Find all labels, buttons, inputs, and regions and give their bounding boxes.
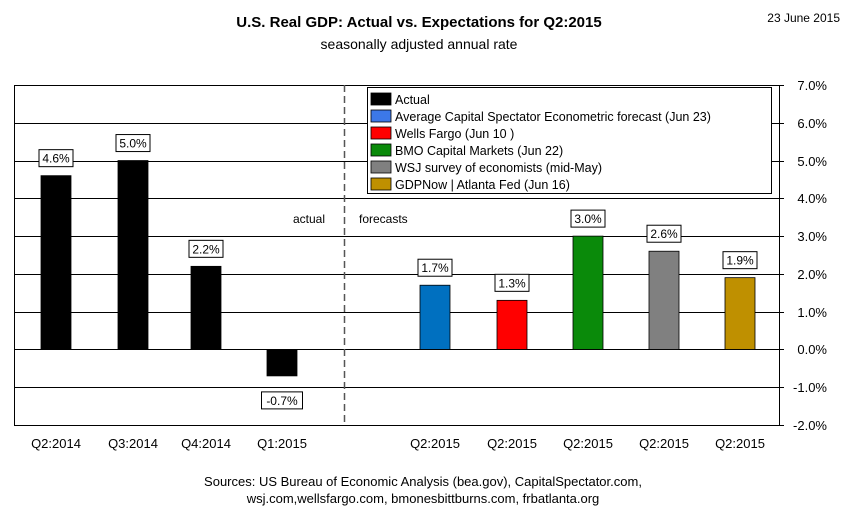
legend-swatch [370,143,392,157]
legend-swatch [370,126,392,140]
chart-subtitle: seasonally adjusted annual rate [320,36,518,52]
bar [40,175,72,350]
data-label: 1.9% [722,251,758,270]
bar [572,235,604,350]
data-label-text: 1.9% [726,254,754,268]
y-tick-label: 4.0% [797,191,827,206]
chart-title: U.S. Real GDP: Actual vs. Expectations f… [236,14,602,31]
source-line-1: Sources: US Bureau of Economic Analysis … [204,474,642,489]
data-label-box [261,391,303,410]
data-label-text: 1.7% [421,261,449,275]
source-line-2: wsj.com,wellsfargo.com, bmonesbittburns.… [246,491,600,506]
plot-area [14,85,780,426]
data-label-text: 1.3% [498,276,526,290]
bar [190,265,222,350]
data-label: -0.7% [261,391,303,410]
legend-swatch [370,177,392,191]
data-label-text: 4.6% [42,152,70,166]
data-label: 1.3% [494,273,530,292]
bar [419,284,451,350]
y-tick-label: 1.0% [797,305,827,320]
y-tick-label: -1.0% [793,380,827,395]
legend-swatch [370,109,392,123]
annotation-forecasts: forecasts [359,212,408,226]
legend-label: BMO Capital Markets (Jun 22) [395,144,563,158]
data-label: 5.0% [115,134,151,153]
data-label-box [115,134,151,153]
legend: Actual Average Capital Spectator Economet… [367,87,772,194]
bar [496,299,528,350]
data-label-box [494,273,530,292]
data-label-box [38,149,74,168]
data-label: 3.0% [570,209,606,228]
data-label-text: 5.0% [119,137,147,151]
legend-label: WSJ survey of economists (mid-May) [395,161,602,175]
data-label-text: 2.6% [650,227,678,241]
x-tick-label: Q2:2015 [487,436,537,451]
data-label-text: -0.7% [266,394,298,408]
data-label: 4.6% [38,149,74,168]
y-tick-label: 3.0% [797,229,827,244]
legend-swatch [370,92,392,106]
data-label-box [570,209,606,228]
y-tick-label: 5.0% [797,154,827,169]
data-label: 2.2% [188,239,224,258]
bar [648,250,680,350]
legend-swatch [370,160,392,174]
x-tick-label: Q2:2014 [31,436,81,451]
y-tick-label: 7.0% [797,78,827,93]
legend-box [367,87,772,194]
x-tick-label: Q2:2015 [563,436,613,451]
x-tick-label: Q2:2015 [410,436,460,451]
y-tick-label: -2.0% [793,418,827,433]
legend-label: Average Capital Spectator Econometric fo… [395,110,711,124]
x-tick-label: Q2:2015 [639,436,689,451]
y-tick-label: 2.0% [797,267,827,282]
data-label-text: 2.2% [192,242,220,256]
data-label-box [722,251,758,270]
date-label: 23 June 2015 [767,11,840,25]
x-tick-label: Q4:2014 [181,436,231,451]
bar [266,349,298,377]
legend-label: Actual [395,93,430,107]
data-label: 2.6% [646,224,682,243]
data-label-box [417,258,453,277]
y-tick-label: 6.0% [797,116,827,131]
x-tick-label: Q2:2015 [715,436,765,451]
data-label-box [646,224,682,243]
data-label: 1.7% [417,258,453,277]
annotation-actual: actual [293,212,325,226]
legend-label: GDPNow | Atlanta Fed (Jun 16) [395,178,570,192]
legend-label: Wells Fargo (Jun 10 ) [395,127,514,141]
data-label-box [188,239,224,258]
y-tick-label: 0.0% [797,342,827,357]
x-tick-label: Q3:2014 [108,436,158,451]
bar [724,277,756,350]
data-label-text: 3.0% [574,212,602,226]
x-tick-label: Q1:2015 [257,436,307,451]
bar [117,160,149,350]
